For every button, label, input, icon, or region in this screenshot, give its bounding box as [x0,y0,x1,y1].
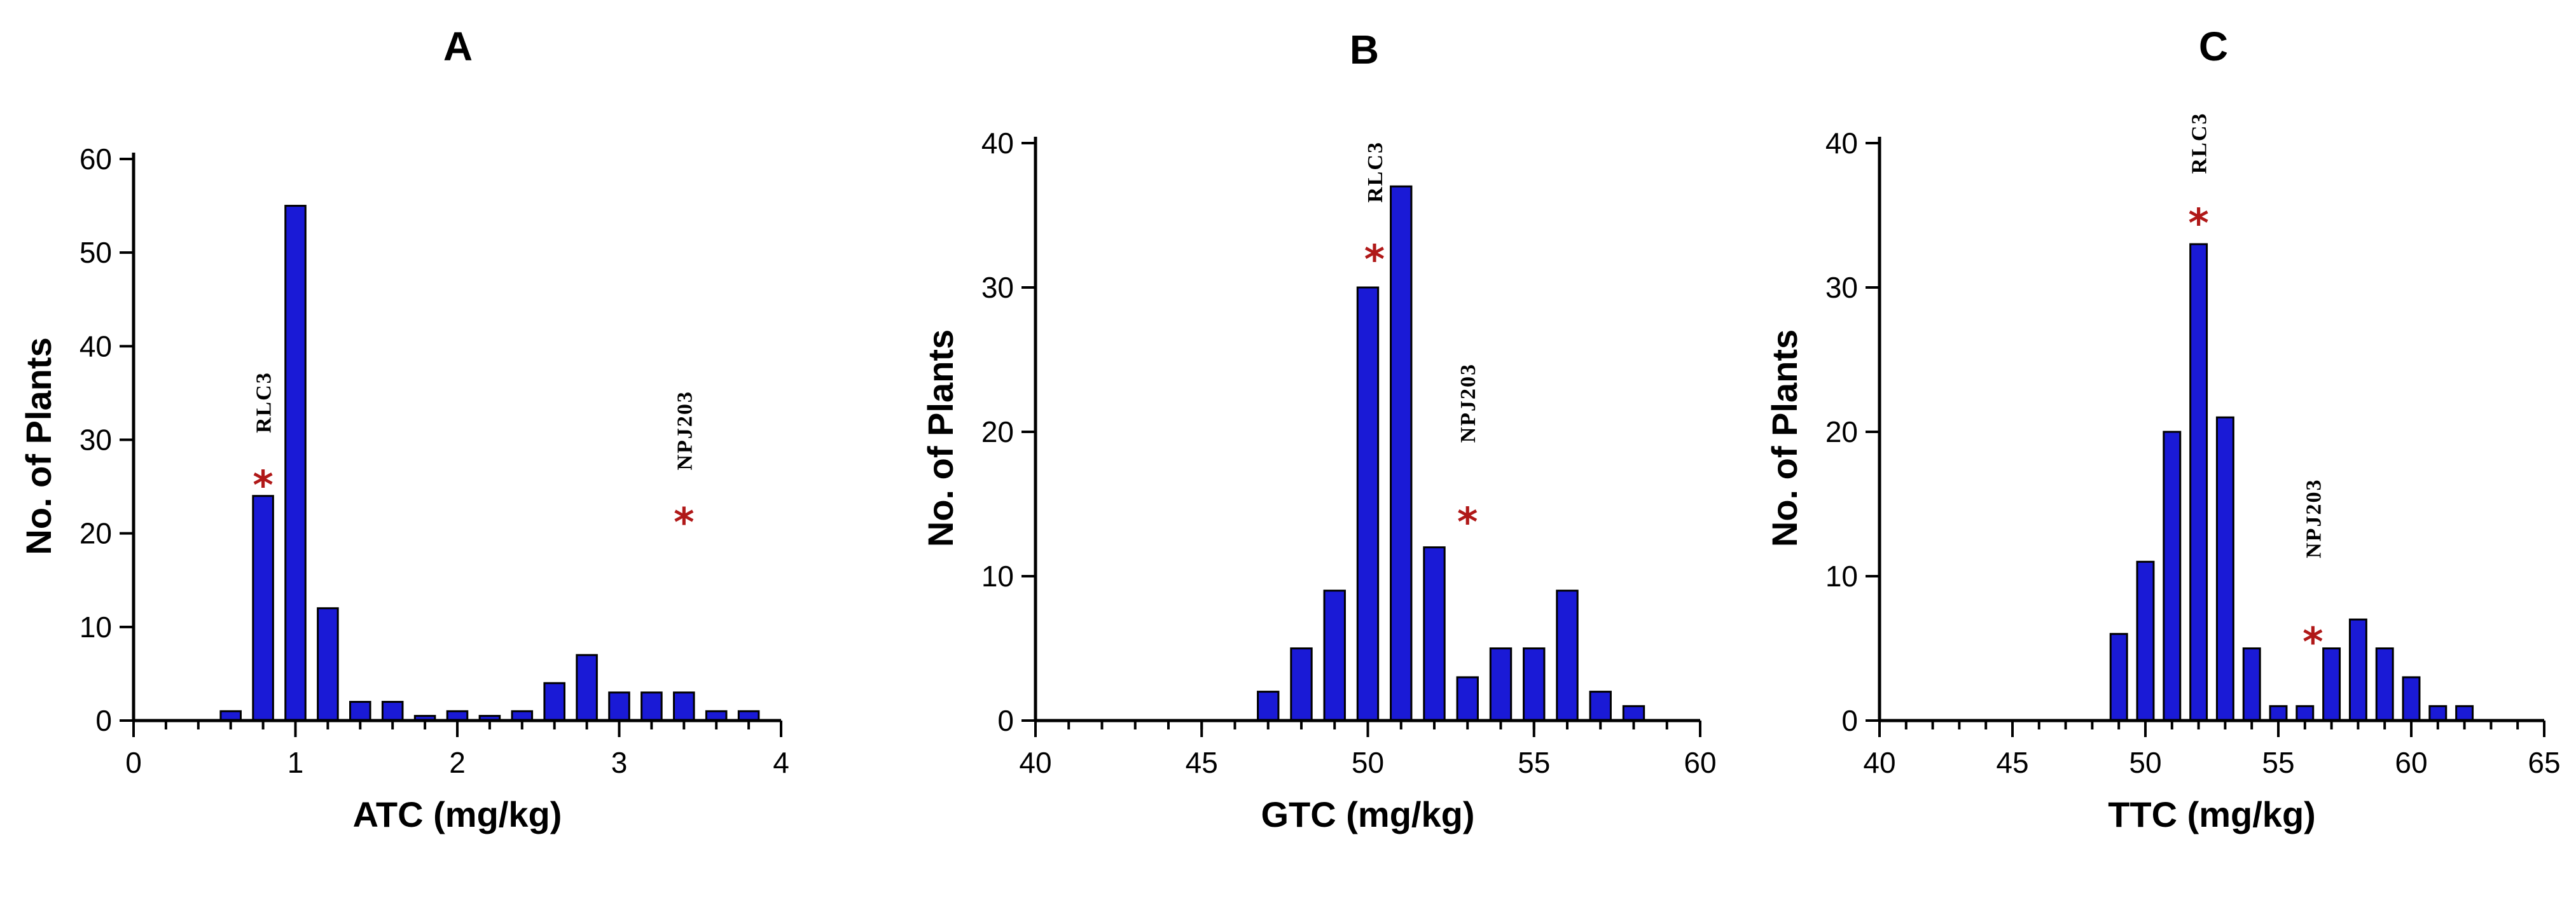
annotation-label: RLC3 [1364,141,1387,203]
histogram-bar [1523,647,1546,722]
y-tick-label: 20 [981,415,1014,448]
histogram-bar [2136,560,2155,722]
histogram-bar [1423,546,1446,722]
histogram-bar [284,205,307,722]
x-tick-label: 2 [449,746,466,779]
panel-title: C [2199,24,2228,69]
panel-b: B 40 45 50 55 60 0 10 20 30 40 GTC (mg/kg) No. of Pl… [920,27,1717,834]
histogram-bar [543,682,565,722]
y-tick-label: 30 [981,271,1014,304]
x-tick-label: 55 [2262,746,2294,779]
x-tick-label: 65 [2528,746,2560,779]
y-axis-title: No. of Plants [920,329,960,547]
x-tick-label: 50 [2129,746,2161,779]
x-tick-label: 40 [1863,746,1895,779]
histogram-bar [1622,705,1645,722]
x-tick-label: 0 [125,746,142,779]
annotation-star: * [1364,236,1385,282]
y-tick-label: 10 [80,611,112,644]
x-tick-label: 55 [1518,746,1550,779]
histogram-bar [252,495,274,722]
x-tick-label: 60 [2395,746,2427,779]
y-tick-label: 30 [80,424,112,457]
histogram-bar [1489,647,1513,722]
histogram-bar [1390,185,1413,722]
annotation-label: NPJ203 [673,390,696,470]
histogram-bar [2322,647,2341,722]
panel-c: C 40 45 50 55 60 65 0 10 20 30 40 TTC (mg/kg) No. of … [1764,24,2561,834]
annotation-label: RLC3 [2188,113,2212,174]
histogram-bar [576,654,598,722]
histogram-bar [317,607,339,722]
histogram-bar [1356,286,1380,722]
y-tick-label: 20 [80,517,112,550]
histogram-bar [2269,705,2288,722]
x-tick-label: 40 [1019,746,1051,779]
y-tick-label: 60 [80,142,112,176]
annotation-label: NPJ203 [2302,479,2325,558]
y-axis-title: No. of Plants [1764,329,1804,547]
histogram-bar [1556,590,1579,722]
panel-title: A [443,24,473,69]
y-tick-label: 0 [1841,704,1858,737]
histogram-bar [1323,590,1346,722]
panel-title: B [1350,27,1379,73]
annotation-star: * [2302,619,2323,665]
histogram-bar [2163,431,2182,722]
histogram-bar [608,691,630,722]
annotation-star: * [1457,499,1478,545]
y-axis-title: No. of Plants [18,337,59,555]
x-axis-title: TTC (mg/kg) [2108,794,2316,834]
histogram-bar [641,691,663,722]
y-tick-label: 10 [981,560,1014,593]
histogram-bar [2348,618,2367,722]
y-tick-label: 50 [80,236,112,269]
y-tick-label: 20 [1825,415,1858,448]
histogram-bar [1290,647,1313,722]
x-axis-title: GTC (mg/kg) [1261,794,1475,834]
y-tick-label: 40 [1825,127,1858,160]
x-tick-label: 45 [1996,746,2028,779]
y-tick-label: 10 [1825,560,1858,593]
histogram-bar [2109,633,2128,722]
y-tick-label: 30 [1825,271,1858,304]
y-tick-label: 0 [997,704,1014,737]
annotation-label: NPJ203 [1457,363,1480,443]
histogram-bar [2375,647,2394,722]
histogram-bar [2402,676,2421,722]
x-tick-label: 1 [287,746,304,779]
annotation-star: * [253,462,273,508]
annotation-star: * [674,499,694,546]
histogram-bar [381,701,404,722]
y-tick-label: 40 [80,329,112,363]
x-tick-label: 4 [773,746,789,779]
histogram-bar [2242,647,2261,722]
annotation-star: * [2188,200,2208,247]
x-tick-label: 60 [1684,746,1716,779]
histogram-bar [2455,705,2474,722]
histogram-bar [349,701,371,722]
x-tick-label: 3 [611,746,628,779]
histogram-bar [2189,243,2208,722]
histogram-bar [673,691,695,722]
y-tick-label: 0 [95,704,112,737]
annotation-label: RLC3 [253,371,276,433]
histogram-bar [1589,691,1612,722]
histogram-bar [1456,676,1479,722]
histogram-bar [2428,705,2448,722]
y-tick-label: 40 [981,127,1014,160]
x-tick-label: 45 [1186,746,1218,779]
x-tick-label: 50 [1352,746,1384,779]
x-axis-title: ATC (mg/kg) [353,794,562,834]
histogram-bar [1257,691,1280,722]
histogram-bar [2215,416,2234,722]
histogram-bar [2296,705,2315,722]
